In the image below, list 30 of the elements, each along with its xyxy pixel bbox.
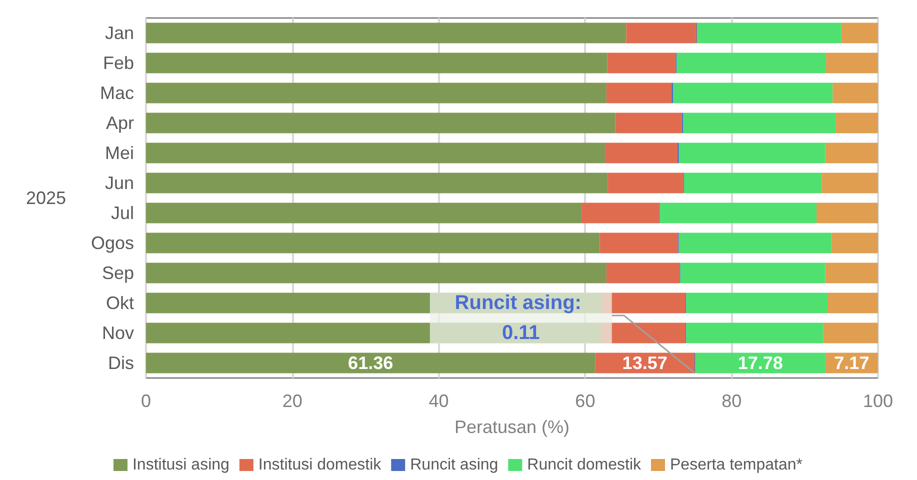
legend-label: Peserta tempatan* [670,456,803,474]
legend-label: Institusi domestik [258,456,382,474]
y-tick-label: Feb [102,53,134,73]
y-tick-label: Jun [104,173,134,193]
y-tick-label: Jan [104,23,134,43]
annotation: Runcit asing: 0.11 [454,292,588,344]
y-tick-label: Mei [104,143,134,163]
legend-label: Runcit domestik [527,456,642,474]
x-tick-label: 0 [140,391,152,411]
data-label: 13.57 [622,353,668,373]
x-tick-label: 20 [282,391,302,411]
data-label: 61.36 [348,353,394,373]
y-tick-label: Sep [102,263,134,283]
x-axis-title: Peratusan (%) [454,417,570,437]
legend-label: Institusi asing [132,456,230,474]
x-tick-label: 80 [722,391,742,411]
y-tick-label: Okt [106,293,134,313]
y-tick-label: Nov [102,323,134,343]
y-tick-label: Ogos [90,233,134,253]
y-tick-label: Jul [110,203,134,223]
y-tick-label: Apr [106,113,134,133]
legend-label: Runcit asing [410,456,498,474]
y-tick-label: Dis [108,353,134,373]
y-axis-title: 2025 [26,188,66,208]
data-label: 17.78 [738,353,783,373]
data-label: 7.17 [834,353,870,373]
x-tick-label: 100 [862,391,894,411]
x-tick-label: 40 [428,391,449,411]
x-tick-label: 60 [575,391,596,411]
y-tick-label: Mac [100,83,134,103]
